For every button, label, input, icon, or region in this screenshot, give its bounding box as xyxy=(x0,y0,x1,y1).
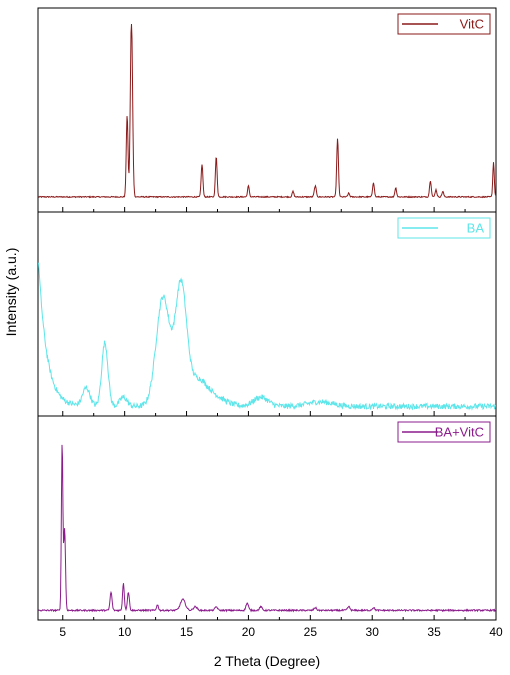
legend-box xyxy=(397,217,491,239)
legend: BA+VitC xyxy=(397,421,491,443)
legend: VitC xyxy=(397,13,491,35)
legend-label: VitC xyxy=(460,17,484,32)
plot-frame xyxy=(37,7,497,621)
series-line xyxy=(38,23,496,199)
y-axis-title: Intensity (a.u.) xyxy=(3,248,19,337)
panel-ba-vitc: BA+VitC xyxy=(38,415,497,620)
panel-vitc: VitC xyxy=(38,13,497,212)
x-tick-label: 15 xyxy=(180,625,194,639)
x-tick-label: 5 xyxy=(59,625,66,639)
panels: VitC BA BA+VitC xyxy=(38,13,497,620)
series-line xyxy=(38,444,496,613)
x-tick-label: 35 xyxy=(427,625,441,639)
x-tick-label: 20 xyxy=(242,625,256,639)
x-axis: 5 10 15 20 25 30 35 40 xyxy=(59,625,503,639)
legend-label: BA+VitC xyxy=(435,425,484,440)
legend-box xyxy=(397,421,491,443)
x-tick-label: 40 xyxy=(489,625,503,639)
panel-ba: BA xyxy=(38,211,497,416)
legend: BA xyxy=(397,217,491,239)
x-axis-title: 2 Theta (Degree) xyxy=(214,653,320,669)
series-line xyxy=(38,262,496,411)
legend-label: BA xyxy=(467,221,485,236)
x-tick-label: 25 xyxy=(304,625,318,639)
x-tick-label: 10 xyxy=(118,625,132,639)
x-tick-label: 30 xyxy=(366,625,380,639)
legend-box xyxy=(397,13,491,35)
